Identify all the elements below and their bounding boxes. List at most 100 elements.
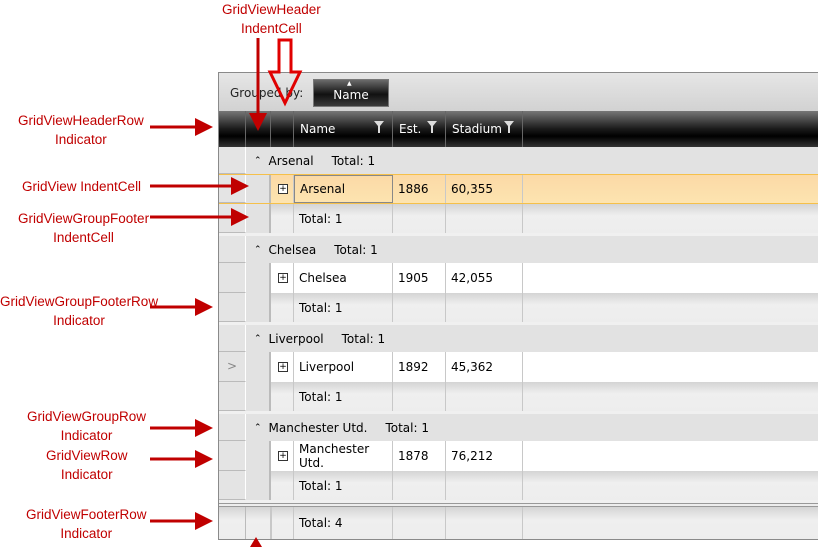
group-total: Total: 1 <box>385 420 429 435</box>
collapse-chevron-icon[interactable]: ⌃ <box>254 333 262 344</box>
header-stadium[interactable]: Stadium <box>446 111 523 147</box>
group-row-indicator <box>219 325 246 352</box>
label-indent-cell: GridView IndentCell <box>22 179 142 194</box>
header-name-label: Name <box>300 122 336 136</box>
group-header[interactable]: ⌃ Arsenal Total: 1 <box>249 147 549 174</box>
group-row[interactable]: ⌃ Liverpool Total: 1 <box>219 325 818 352</box>
header-name[interactable]: Name <box>294 111 393 147</box>
expand-cell[interactable]: + <box>271 352 294 382</box>
cell-stadium[interactable]: 45,362 <box>446 352 523 382</box>
label-group-footer-indicator: GridViewGroupFooterRow Indicator <box>0 294 159 328</box>
header-indent-cell <box>246 111 271 147</box>
cell-est[interactable]: 1886 <box>393 175 446 203</box>
filter-icon[interactable] <box>504 121 514 133</box>
group-footer-total: Total: 1 <box>294 204 393 233</box>
group-footer-cell <box>446 471 523 500</box>
header-row-indicator <box>219 111 246 147</box>
group-footer-cell <box>393 204 446 233</box>
group-name: Liverpool <box>268 331 324 346</box>
group-total: Total: 1 <box>341 331 386 346</box>
indent-cell <box>246 441 271 471</box>
label-group-footer-indent: GridViewGroupFooter IndentCell <box>18 211 150 245</box>
group-footer-cell <box>393 471 446 500</box>
group-footer-total: Total: 1 <box>294 471 393 500</box>
group-row[interactable]: ⌃ Arsenal Total: 1 <box>219 147 818 174</box>
current-row-icon: > <box>226 359 238 373</box>
cell-est[interactable]: 1878 <box>393 441 446 471</box>
group-footer-row-indicator <box>219 471 246 500</box>
filter-icon[interactable] <box>427 121 437 133</box>
footer-cell <box>446 507 523 539</box>
footer-expand-cell <box>271 507 294 539</box>
indent-cell <box>246 175 271 203</box>
filter-icon[interactable] <box>374 121 384 133</box>
header-row: Name Est. Stadium <box>219 111 818 147</box>
group-total: Total: 1 <box>334 242 378 257</box>
group-footer-indent-cell <box>246 471 271 500</box>
group-header[interactable]: ⌃ Liverpool Total: 1 <box>249 325 549 352</box>
data-row: + Chelsea 1905 42,055 <box>219 263 818 293</box>
group-name: Arsenal <box>268 153 314 168</box>
group-row[interactable]: ⌃ Chelsea Total: 1 <box>219 236 818 263</box>
label-row-indicator: GridViewRow Indicator <box>46 448 128 482</box>
group-footer-row: Total: 1 <box>219 471 818 500</box>
cell-est[interactable]: 1905 <box>393 263 446 293</box>
group-header[interactable]: ⌃ Manchester Utd. Total: 1 <box>249 414 549 441</box>
collapse-chevron-icon[interactable]: ⌃ <box>254 422 262 433</box>
indent-cell <box>246 352 271 382</box>
label-group-row-indicator: GridViewGroupRow Indicator <box>27 409 147 443</box>
collapse-chevron-icon[interactable]: ⌃ <box>254 244 262 255</box>
expand-cell[interactable]: + <box>271 175 294 203</box>
group-footer-cell <box>393 382 446 411</box>
expand-cell[interactable]: + <box>271 263 294 293</box>
footer-expand-cell <box>271 382 294 411</box>
data-row: > + Liverpool 1892 45,362 <box>219 352 818 382</box>
group-footer-row-indicator <box>219 293 246 322</box>
cell-name[interactable]: Arsenal <box>294 175 393 203</box>
cell-name[interactable]: Chelsea <box>294 263 393 293</box>
group-by-name-button[interactable]: Name <box>313 69 389 107</box>
group-name: Chelsea <box>268 242 317 257</box>
cell-name[interactable]: Liverpool <box>294 352 393 382</box>
footer-expand-cell <box>271 204 294 233</box>
label-footer-indicator: GridViewFooterRow Indicator <box>26 507 147 541</box>
group-footer-indent-cell <box>246 204 271 233</box>
group-total: Total: 1 <box>331 153 376 168</box>
cell-stadium[interactable]: 42,055 <box>446 263 523 293</box>
expand-plus-icon[interactable]: + <box>278 362 288 372</box>
footer-expand-cell <box>271 293 294 322</box>
header-expand-cell <box>271 111 294 147</box>
grid-view: Grouped by: Name Name Est. Stadium ⌃ Arse… <box>218 69 818 540</box>
cell-est[interactable]: 1892 <box>393 352 446 382</box>
label-header-indicator: GridViewHeaderRow Indicator <box>18 113 144 147</box>
footer-row: Total: 4 <box>219 503 818 539</box>
indent-cell <box>246 263 271 293</box>
arrow-hollow-header-indent <box>267 38 303 107</box>
row-indicator[interactable]: > <box>219 352 246 382</box>
expand-plus-icon[interactable]: + <box>278 273 288 283</box>
group-footer-cell <box>446 382 523 411</box>
group-row-indicator <box>219 414 246 441</box>
expand-plus-icon[interactable]: + <box>278 184 288 194</box>
header-est[interactable]: Est. <box>393 111 446 147</box>
group-row[interactable]: ⌃ Manchester Utd. Total: 1 <box>219 414 818 441</box>
cell-name[interactable]: Manchester Utd. <box>294 441 393 471</box>
collapse-chevron-icon[interactable]: ⌃ <box>254 155 262 166</box>
group-row-indicator <box>219 236 246 263</box>
header-stadium-label: Stadium <box>452 122 502 136</box>
expand-cell[interactable]: + <box>271 441 294 471</box>
group-panel: Grouped by: Name <box>219 69 818 111</box>
group-footer-row-indicator <box>219 382 246 411</box>
group-footer-row: Total: 1 <box>219 382 818 411</box>
expand-plus-icon[interactable]: + <box>278 451 288 461</box>
row-indicator[interactable] <box>219 263 246 293</box>
group-row-indicator <box>219 147 246 174</box>
arrow-footer-indent <box>250 537 262 547</box>
row-indicator[interactable] <box>219 441 246 471</box>
group-footer-total: Total: 1 <box>294 382 393 411</box>
footer-indent-cell <box>246 507 271 539</box>
cell-stadium[interactable]: 76,212 <box>446 441 523 471</box>
cell-stadium[interactable]: 60,355 <box>446 175 523 203</box>
group-header[interactable]: ⌃ Chelsea Total: 1 <box>249 236 549 263</box>
